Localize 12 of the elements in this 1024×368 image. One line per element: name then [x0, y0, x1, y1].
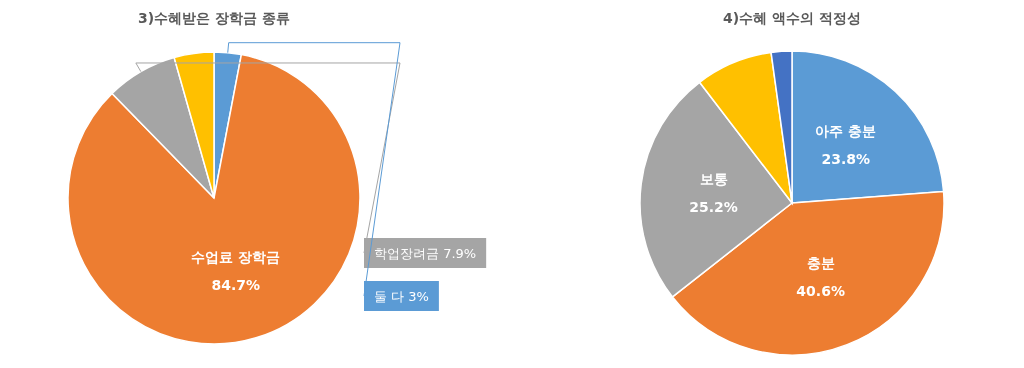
slice-label: 학업장려금 7.9%: [374, 245, 477, 261]
slice-label: 둘 다 3%: [374, 288, 429, 304]
slice-label: 수업료 장학금: [191, 248, 281, 265]
chart-title: 3)수혜받은 장학금 종류: [138, 10, 290, 26]
slice-label: 아주 충분: [815, 123, 877, 140]
slice-label: 충분: [806, 254, 835, 271]
slice-label: 보통: [699, 171, 728, 188]
chart-title: 4)수혜 액수의 적정성: [723, 10, 861, 26]
data-label: 84.7%: [211, 276, 261, 293]
data-label: 40.6%: [796, 282, 845, 299]
data-label: 23.8%: [821, 151, 871, 168]
data-label: 25.2%: [689, 199, 738, 216]
